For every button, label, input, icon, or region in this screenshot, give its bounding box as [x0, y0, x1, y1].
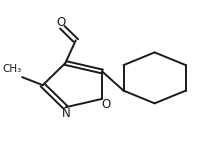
Text: O: O — [57, 16, 66, 29]
Text: N: N — [62, 107, 71, 120]
Text: CH₃: CH₃ — [2, 64, 21, 74]
Text: O: O — [101, 98, 110, 111]
